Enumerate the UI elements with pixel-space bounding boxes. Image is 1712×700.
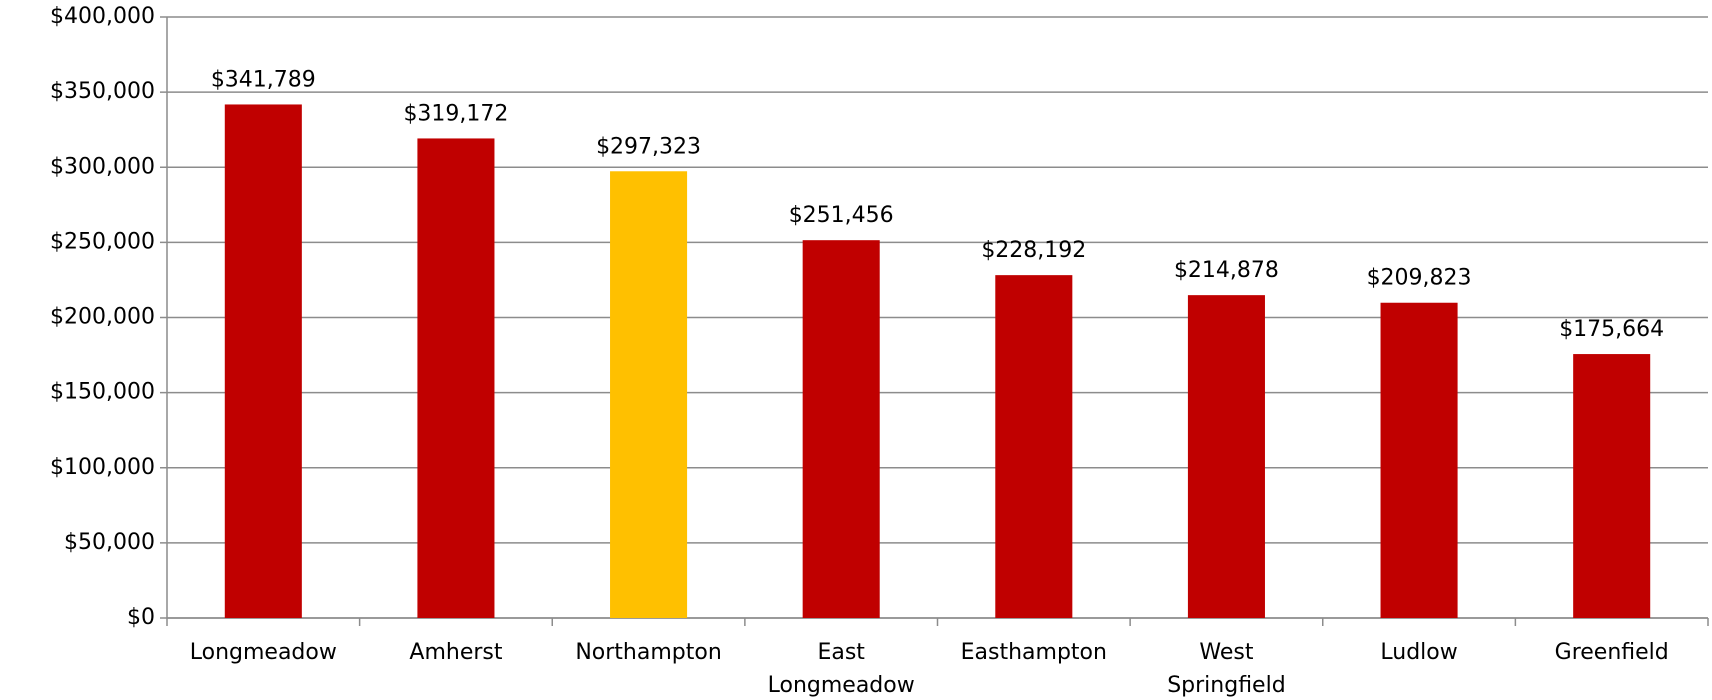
- x-tick-label: Longmeadow: [190, 640, 337, 665]
- x-tick-label: Greenfield: [1555, 640, 1669, 665]
- y-tick-label: $250,000: [50, 229, 155, 254]
- data-label: $209,823: [1367, 266, 1472, 291]
- y-tick-label: $0: [127, 605, 155, 630]
- y-tick-label: $150,000: [50, 380, 155, 405]
- bar: [610, 171, 688, 618]
- data-label: $297,323: [596, 134, 701, 159]
- bar: [417, 138, 495, 618]
- y-tick-label: $100,000: [50, 455, 155, 480]
- y-tick-label: $350,000: [50, 79, 155, 104]
- bar: [224, 104, 302, 618]
- y-tick-label: $200,000: [50, 305, 155, 330]
- bar: [995, 275, 1073, 618]
- bar: [1187, 295, 1265, 618]
- data-label: $214,878: [1174, 258, 1279, 283]
- x-tick-label: Easthampton: [961, 640, 1107, 665]
- x-tick-label: Northampton: [575, 640, 721, 665]
- bar: [1380, 302, 1458, 618]
- data-label: $228,192: [981, 238, 1086, 263]
- x-tick-label: West Springfield: [1167, 640, 1285, 698]
- y-tick-label: $50,000: [64, 530, 155, 555]
- data-label: $319,172: [403, 101, 508, 126]
- x-tick-label: Amherst: [409, 640, 502, 665]
- data-label: $251,456: [789, 203, 894, 228]
- bar: [802, 240, 880, 618]
- data-label: $175,664: [1559, 317, 1664, 342]
- y-tick-label: $300,000: [50, 154, 155, 179]
- data-label: $341,789: [211, 67, 316, 92]
- x-tick-label: East Longmeadow: [768, 640, 915, 698]
- x-tick-label: Ludlow: [1380, 640, 1457, 665]
- y-tick-label: $400,000: [50, 4, 155, 29]
- bar: [1573, 354, 1651, 618]
